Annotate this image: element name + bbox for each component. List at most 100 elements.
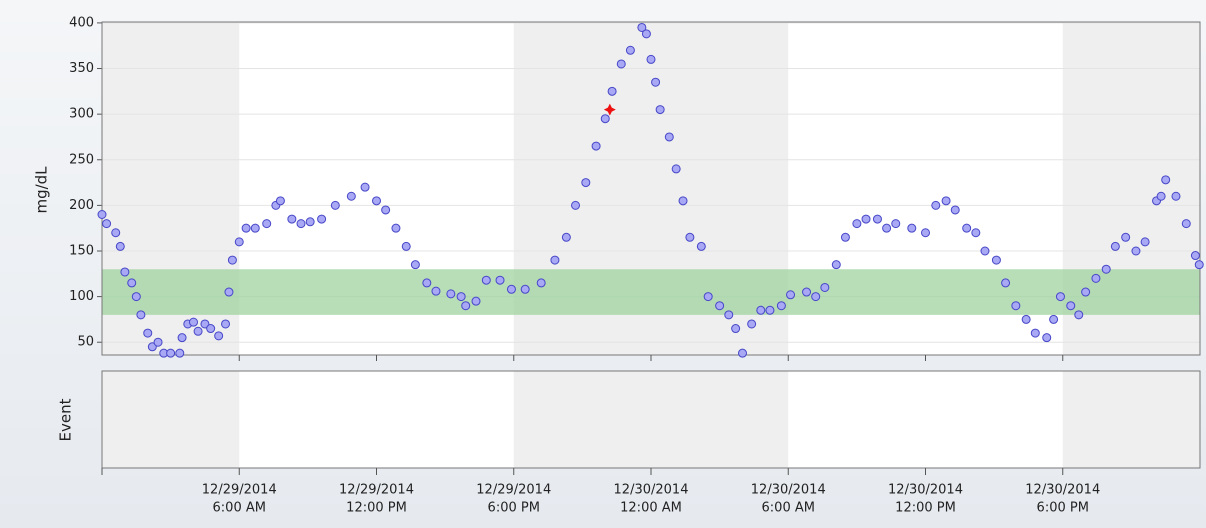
data-point: [1055, 292, 1065, 302]
data-point: [872, 214, 882, 224]
data-point: [461, 301, 471, 311]
data-point: [646, 54, 656, 64]
x-tick-label: 12/30/2014: [751, 483, 826, 498]
y-tick-label: 300: [69, 107, 94, 122]
data-point: [671, 164, 681, 174]
data-point: [840, 232, 850, 242]
data-point: [241, 223, 251, 233]
data-point: [143, 328, 153, 338]
data-point: [731, 324, 741, 334]
x-tick-label: 12/29/2014: [339, 483, 414, 498]
target-range: [102, 269, 1200, 315]
data-point: [189, 317, 198, 327]
data-point: [941, 196, 951, 206]
data-point: [651, 77, 661, 87]
data-point: [250, 223, 260, 233]
data-point: [703, 292, 713, 302]
y-axis-label: mg/dL: [33, 166, 51, 214]
data-point: [1049, 314, 1059, 324]
data-point: [1110, 241, 1120, 251]
data-point: [637, 22, 647, 32]
data-point: [607, 86, 617, 96]
data-point: [224, 287, 234, 297]
x-tick-label: 12/29/2014: [202, 483, 277, 498]
data-point: [360, 182, 370, 192]
data-point: [561, 232, 571, 242]
data-point: [206, 324, 216, 334]
data-point: [971, 228, 981, 238]
data-point: [738, 348, 747, 358]
data-point: [802, 287, 812, 297]
data-point: [685, 232, 695, 242]
data-point: [581, 178, 591, 188]
night-band: [1062, 371, 1200, 468]
data-point: [1171, 191, 1181, 201]
data-point: [811, 292, 821, 302]
data-point: [115, 241, 125, 251]
data-point: [234, 237, 244, 247]
data-point: [200, 319, 210, 329]
data-point: [1161, 175, 1171, 185]
data-point: [401, 241, 411, 251]
x-tick-label: 12:00 PM: [346, 501, 407, 516]
data-point: [765, 305, 775, 315]
data-point: [1066, 301, 1076, 311]
data-point: [97, 210, 107, 220]
data-point: [1091, 273, 1101, 283]
data-point: [921, 228, 930, 238]
data-point: [591, 141, 601, 151]
data-point: [506, 284, 516, 294]
data-point: [571, 200, 581, 210]
data-point: [102, 219, 112, 229]
data-point: [275, 196, 285, 206]
data-point: [641, 29, 651, 39]
data-point: [136, 310, 146, 320]
data-point: [536, 278, 546, 288]
night-band: [102, 371, 240, 468]
data-point: [1042, 333, 1052, 343]
data-point: [193, 326, 203, 336]
data-point: [950, 205, 960, 215]
data-point: [678, 196, 688, 206]
data-point: [177, 333, 187, 343]
x-tick-label: 12/30/2014: [1025, 483, 1100, 498]
data-point: [127, 278, 137, 288]
data-point: [131, 292, 141, 302]
x-tick-label: 12:00 PM: [895, 501, 956, 516]
data-point: [153, 337, 163, 347]
data-point: [296, 219, 306, 229]
data-point: [481, 275, 491, 285]
data-point: [471, 296, 481, 306]
data-point: [520, 284, 530, 294]
data-point: [786, 290, 796, 300]
night-band: [513, 371, 789, 468]
data-point: [372, 196, 381, 206]
data-point: [1081, 287, 1091, 297]
data-point: [891, 219, 901, 229]
data-point: [330, 200, 340, 210]
data-point: [1181, 219, 1191, 229]
data-point: [111, 228, 121, 238]
data-point: [852, 219, 862, 229]
x-tick-label: 6:00 PM: [1037, 501, 1089, 516]
data-point: [882, 223, 892, 233]
data-point: [227, 255, 237, 265]
y-tick-label: 50: [77, 335, 94, 350]
data-point: [724, 310, 734, 320]
data-point: [1030, 328, 1040, 338]
x-tick-label: 6:00 AM: [762, 501, 815, 516]
data-point: [1074, 310, 1084, 320]
y-tick-label: 400: [69, 15, 94, 30]
data-point: [1194, 260, 1204, 270]
data-point: [776, 301, 786, 311]
data-point: [1131, 246, 1141, 256]
event-label: Event: [57, 398, 75, 441]
data-point: [931, 200, 941, 210]
data-point: [446, 289, 456, 299]
y-tick-label: 150: [69, 243, 94, 258]
data-point: [715, 301, 725, 311]
data-point: [1190, 251, 1200, 261]
data-point: [431, 286, 441, 296]
data-point: [1140, 237, 1150, 247]
x-tick-label: 12/30/2014: [614, 483, 689, 498]
